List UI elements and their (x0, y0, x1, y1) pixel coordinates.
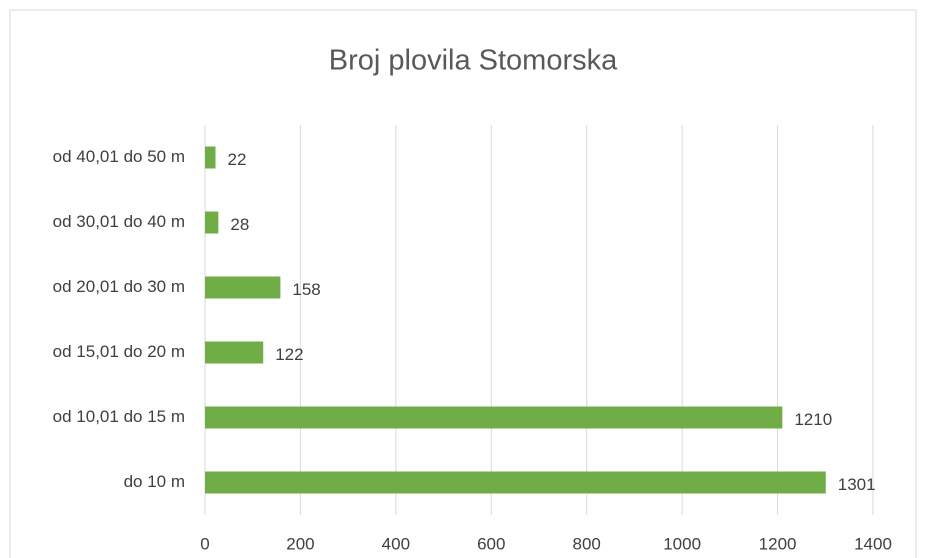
bar (205, 406, 783, 429)
x-tick-label: 800 (573, 534, 601, 553)
x-tick-label: 600 (477, 534, 505, 553)
y-tick-label: od 20,01 do 30 m (53, 277, 185, 296)
x-tick-label: 0 (200, 534, 209, 553)
data-label: 28 (230, 215, 249, 234)
bar (205, 146, 216, 169)
x-tick-label: 200 (286, 534, 314, 553)
bar (205, 276, 281, 299)
chart-border (9, 9, 917, 558)
chart-title: Broj plovila Stomorska (329, 45, 618, 77)
data-label: 22 (227, 150, 246, 169)
y-tick-label: od 15,01 do 20 m (53, 342, 185, 361)
bar (205, 341, 264, 364)
data-label: 1210 (794, 410, 832, 429)
data-label: 1301 (838, 475, 876, 494)
x-tick-label: 400 (382, 534, 410, 553)
x-tick-label: 1000 (663, 534, 701, 553)
bar (205, 211, 219, 234)
x-tick-label: 1400 (854, 534, 892, 553)
x-tick-label: 1200 (759, 534, 797, 553)
y-tick-label: od 40,01 do 50 m (53, 147, 185, 166)
bar (205, 471, 826, 494)
y-tick-label: do 10 m (124, 472, 185, 491)
y-tick-label: od 10,01 do 15 m (53, 407, 185, 426)
y-tick-label: od 30,01 do 40 m (53, 212, 185, 231)
data-label: 158 (292, 280, 320, 299)
data-label: 122 (275, 345, 303, 364)
